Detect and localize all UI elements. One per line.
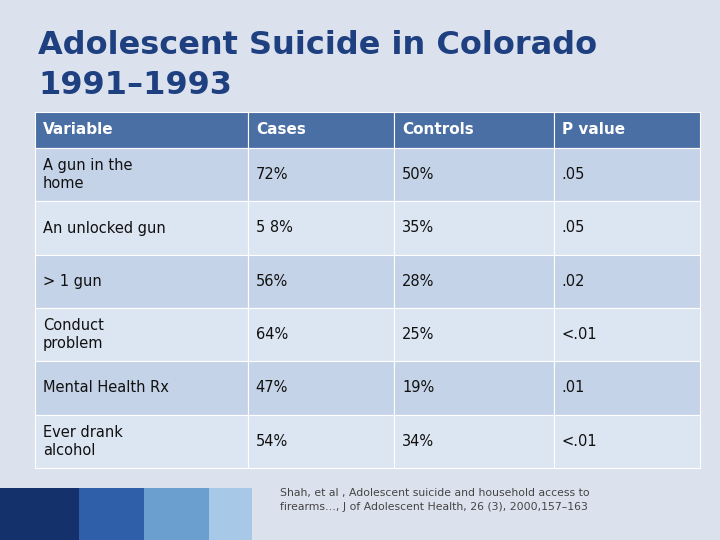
FancyBboxPatch shape bbox=[554, 308, 700, 361]
FancyBboxPatch shape bbox=[554, 255, 700, 308]
Text: Mental Health Rx: Mental Health Rx bbox=[43, 381, 169, 395]
Text: P value: P value bbox=[562, 123, 625, 138]
FancyBboxPatch shape bbox=[394, 148, 554, 201]
FancyBboxPatch shape bbox=[554, 148, 700, 201]
FancyBboxPatch shape bbox=[248, 415, 394, 468]
Text: 1991–1993: 1991–1993 bbox=[38, 70, 232, 101]
FancyBboxPatch shape bbox=[554, 112, 700, 148]
FancyBboxPatch shape bbox=[35, 308, 248, 361]
Text: Adolescent Suicide in Colorado: Adolescent Suicide in Colorado bbox=[38, 30, 597, 61]
Text: .05: .05 bbox=[562, 220, 585, 235]
FancyBboxPatch shape bbox=[248, 148, 394, 201]
Text: 50%: 50% bbox=[402, 167, 434, 182]
Text: Conduct
problem: Conduct problem bbox=[43, 318, 104, 351]
FancyBboxPatch shape bbox=[0, 488, 79, 540]
Text: <.01: <.01 bbox=[562, 434, 598, 449]
FancyBboxPatch shape bbox=[79, 488, 144, 540]
FancyBboxPatch shape bbox=[248, 201, 394, 255]
Text: A gun in the
home: A gun in the home bbox=[43, 158, 132, 191]
FancyBboxPatch shape bbox=[248, 361, 394, 415]
Text: 35%: 35% bbox=[402, 220, 434, 235]
Text: 56%: 56% bbox=[256, 274, 288, 289]
FancyBboxPatch shape bbox=[35, 201, 248, 255]
Text: > 1 gun: > 1 gun bbox=[43, 274, 102, 289]
Text: .02: .02 bbox=[562, 274, 585, 289]
FancyBboxPatch shape bbox=[554, 415, 700, 468]
FancyBboxPatch shape bbox=[35, 361, 248, 415]
FancyBboxPatch shape bbox=[394, 415, 554, 468]
Text: Variable: Variable bbox=[43, 123, 114, 138]
Text: 5 8%: 5 8% bbox=[256, 220, 292, 235]
FancyBboxPatch shape bbox=[554, 201, 700, 255]
FancyBboxPatch shape bbox=[394, 361, 554, 415]
Text: 28%: 28% bbox=[402, 274, 434, 289]
Text: .01: .01 bbox=[562, 381, 585, 395]
FancyBboxPatch shape bbox=[248, 112, 394, 148]
FancyBboxPatch shape bbox=[554, 361, 700, 415]
FancyBboxPatch shape bbox=[394, 112, 554, 148]
Text: An unlocked gun: An unlocked gun bbox=[43, 220, 166, 235]
Text: Controls: Controls bbox=[402, 123, 474, 138]
FancyBboxPatch shape bbox=[394, 255, 554, 308]
FancyBboxPatch shape bbox=[35, 112, 248, 148]
Text: 64%: 64% bbox=[256, 327, 288, 342]
Text: 19%: 19% bbox=[402, 381, 434, 395]
FancyBboxPatch shape bbox=[209, 488, 252, 540]
FancyBboxPatch shape bbox=[35, 255, 248, 308]
Text: Ever drank
alcohol: Ever drank alcohol bbox=[43, 425, 123, 458]
Text: 34%: 34% bbox=[402, 434, 434, 449]
Text: .05: .05 bbox=[562, 167, 585, 182]
FancyBboxPatch shape bbox=[35, 415, 248, 468]
Text: Shah, et al , Adolescent suicide and household access to
firearms…, J of Adolesc: Shah, et al , Adolescent suicide and hou… bbox=[280, 488, 590, 512]
FancyBboxPatch shape bbox=[394, 201, 554, 255]
Text: 72%: 72% bbox=[256, 167, 288, 182]
FancyBboxPatch shape bbox=[144, 488, 209, 540]
FancyBboxPatch shape bbox=[35, 148, 248, 201]
Text: Cases: Cases bbox=[256, 123, 306, 138]
FancyBboxPatch shape bbox=[394, 308, 554, 361]
Text: 25%: 25% bbox=[402, 327, 434, 342]
FancyBboxPatch shape bbox=[248, 308, 394, 361]
Text: <.01: <.01 bbox=[562, 327, 598, 342]
Text: 47%: 47% bbox=[256, 381, 288, 395]
Text: 54%: 54% bbox=[256, 434, 288, 449]
FancyBboxPatch shape bbox=[248, 255, 394, 308]
